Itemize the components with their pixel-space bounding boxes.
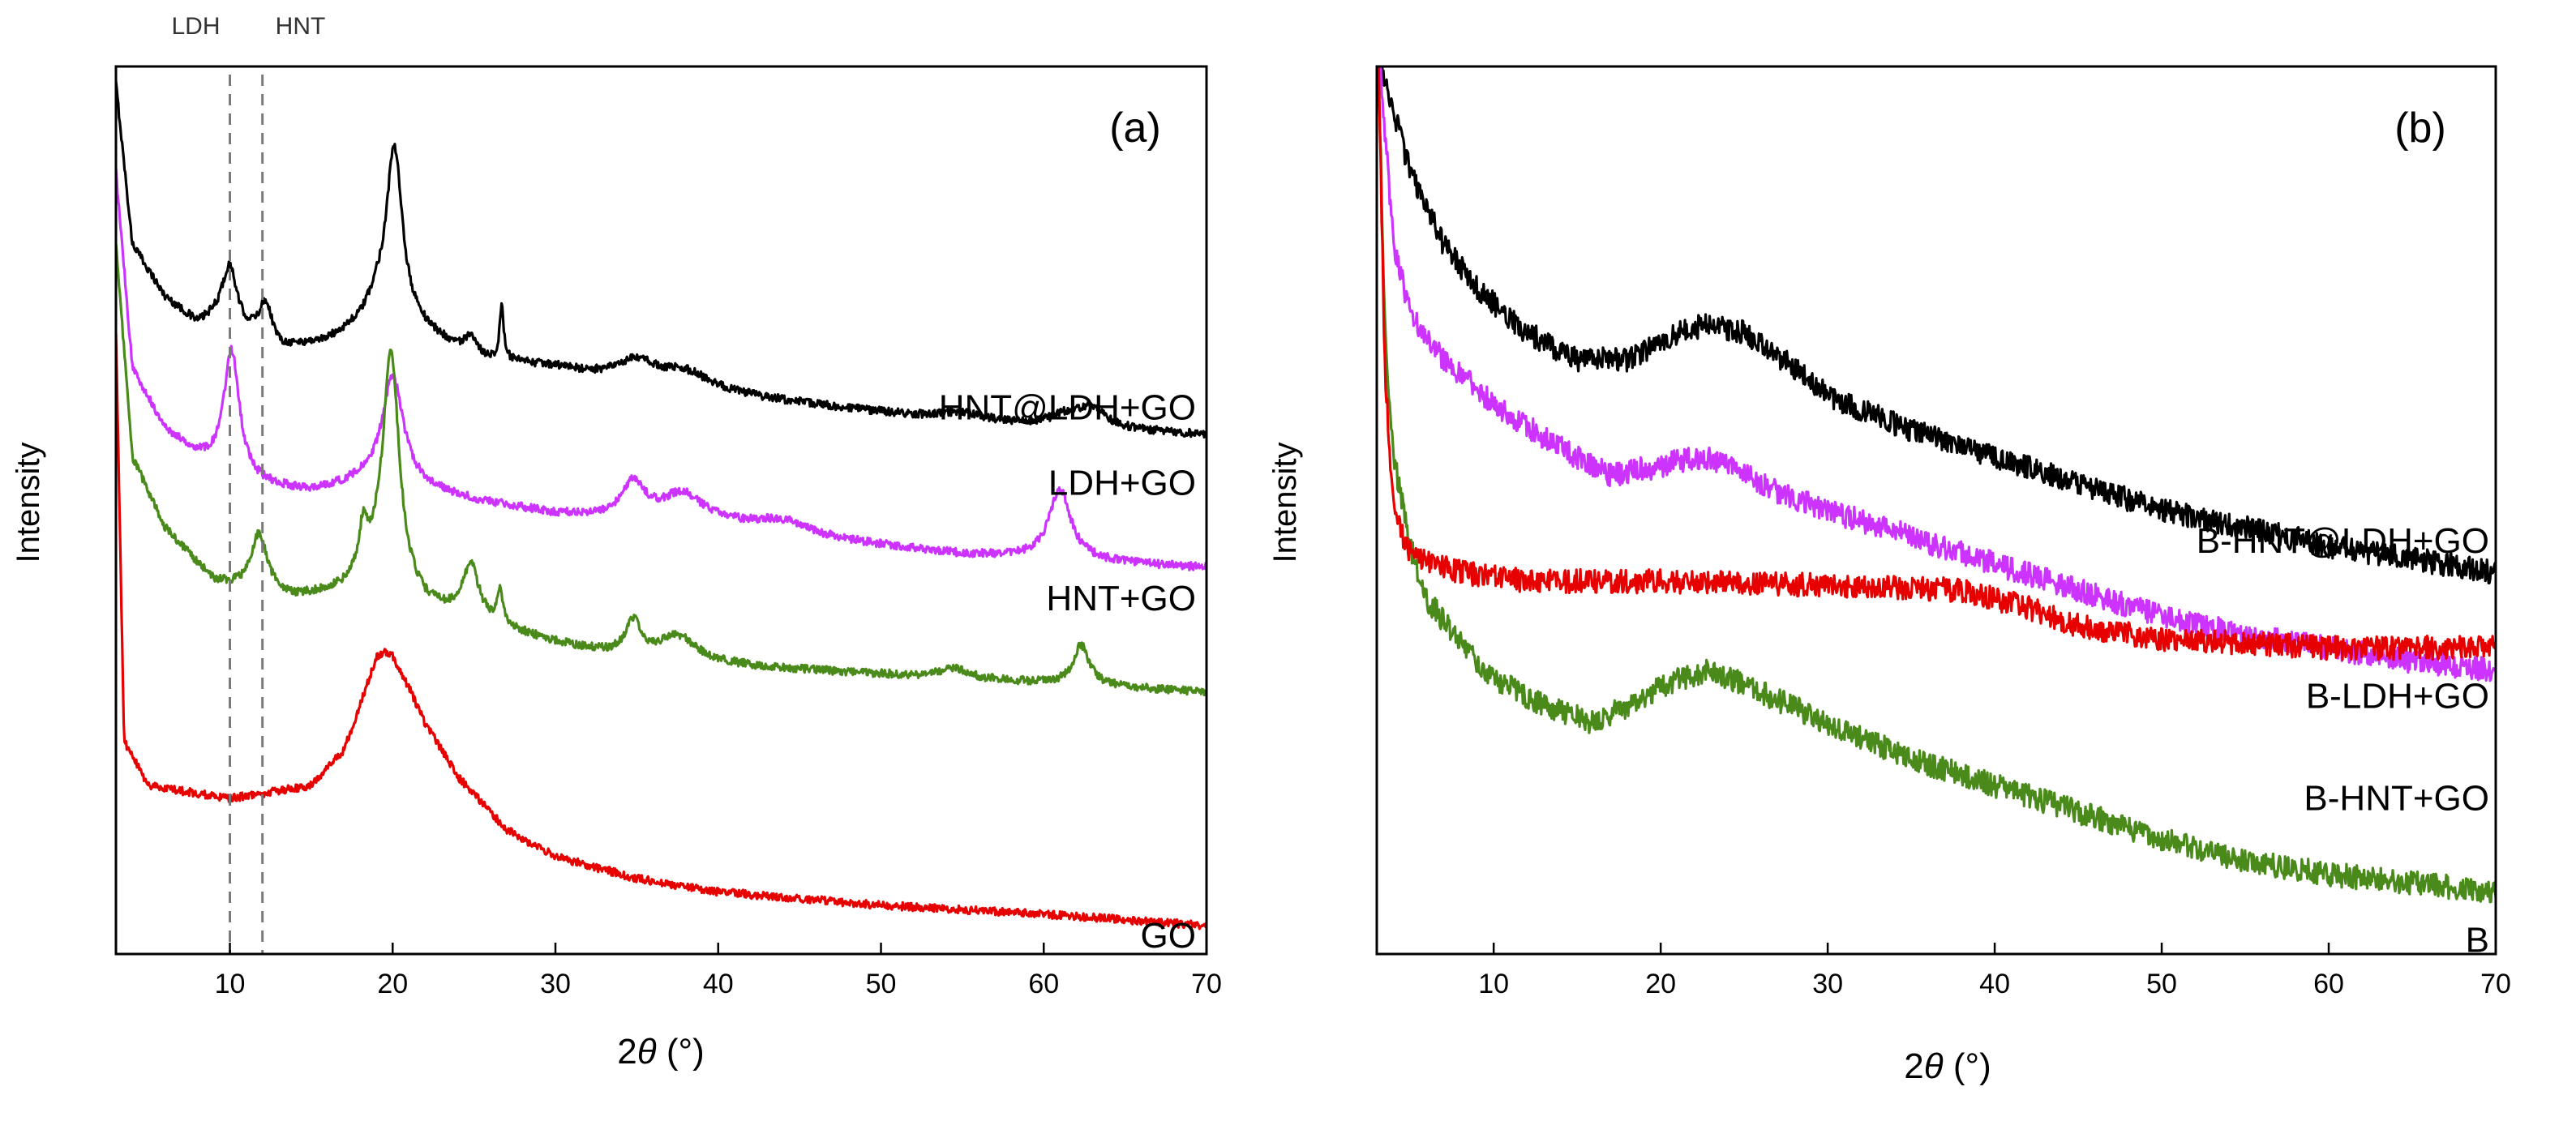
reference-label-ldh: LDH bbox=[172, 13, 221, 40]
panel-a: 10 20 30 40 50 60 70 HNT@LDH+GOLDH+GOHNT+GOGO … bbox=[11, 13, 1222, 1072]
panel-b-x-axis-label-prefix: 2 bbox=[1904, 1046, 1923, 1086]
panel-b-label: (b) bbox=[2394, 105, 2446, 152]
panel-a-x-ticks: 10 20 30 40 50 60 70 bbox=[215, 943, 1222, 999]
series-line-a-ldh-plus-go bbox=[116, 168, 1207, 571]
panel-a-y-axis-label: Intensity bbox=[11, 443, 46, 563]
panel-b: 10 20 30 40 50 60 70 B-HNT@LDH+GOB-LDH+GOB-HNT… bbox=[1267, 65, 2511, 1086]
x-tick-label-20: 20 bbox=[1645, 969, 1676, 999]
panel-a-x-axis-label-prefix: 2 bbox=[617, 1032, 636, 1072]
x-tick-label-40: 40 bbox=[703, 969, 734, 999]
panel-a-series bbox=[116, 80, 1207, 931]
panel-b-x-axis-label-unit: (°) bbox=[1944, 1046, 1991, 1086]
panel-b-x-ticks: 10 20 30 40 50 60 70 bbox=[1478, 943, 2511, 999]
x-tick-label-60: 60 bbox=[1028, 969, 1059, 999]
series-line-b-b-hnt-at-ldh-plus-go bbox=[1381, 66, 2496, 585]
x-tick-label-50: 50 bbox=[866, 969, 897, 999]
x-tick-label-10: 10 bbox=[215, 969, 246, 999]
panel-b-plot-frame bbox=[1375, 65, 2497, 956]
x-tick-label-60: 60 bbox=[2313, 969, 2344, 999]
panel-a-x-axis-label: 2θ (°) bbox=[617, 1032, 704, 1072]
series-label-b-b-hnt-at-ldh-plus-go: B-HNT@LDH+GO bbox=[2197, 521, 2489, 561]
series-label-a-ldh-plus-go: LDH+GO bbox=[1048, 464, 1196, 503]
x-tick-label-40: 40 bbox=[1979, 969, 2010, 999]
series-label-b-b-ldh-plus-go: B-LDH+GO bbox=[2306, 676, 2489, 716]
panel-a-label: (a) bbox=[1109, 105, 1161, 152]
reference-label-hnt: HNT bbox=[276, 13, 326, 40]
series-line-b-b-hnt-plus-go bbox=[1377, 72, 2496, 904]
x-tick-label-30: 30 bbox=[1812, 969, 1843, 999]
series-label-b-b: B bbox=[2466, 921, 2489, 960]
panel-a-series-labels: HNT@LDH+GO LDH+GO HNT+GO GO bbox=[939, 388, 1196, 956]
series-line-a-hnt-plus-go bbox=[116, 243, 1207, 697]
series-label-a-hnt-at-ldh-plus-go: HNT@LDH+GO bbox=[939, 388, 1196, 428]
panel-b-y-axis-label: Intensity bbox=[1267, 443, 1303, 563]
series-line-a-go bbox=[116, 333, 1207, 931]
panel-a-plot-frame bbox=[114, 65, 1208, 956]
x-tick-label-30: 30 bbox=[540, 969, 571, 999]
series-label-b-b-hnt-plus-go: B-HNT+GO bbox=[2304, 778, 2489, 818]
panel-b-x-axis-label-theta: θ bbox=[1924, 1046, 1944, 1086]
x-tick-label-70: 70 bbox=[2480, 969, 2511, 999]
series-label-a-go: GO bbox=[1141, 916, 1196, 956]
panel-b-series bbox=[1377, 66, 2496, 904]
series-line-b-b bbox=[1377, 66, 2496, 661]
panel-a-x-axis-label-unit: (°) bbox=[657, 1032, 705, 1072]
x-tick-label-20: 20 bbox=[377, 969, 408, 999]
panel-a-x-axis-label-theta: θ bbox=[637, 1032, 657, 1072]
x-tick-label-70: 70 bbox=[1191, 969, 1222, 999]
x-tick-label-50: 50 bbox=[2146, 969, 2177, 999]
series-line-a-hnt-at-ldh-plus-go bbox=[116, 80, 1207, 439]
panel-b-series-labels: B-HNT@LDH+GO B-LDH+GO B-HNT+GO B bbox=[2197, 521, 2489, 960]
panel-b-x-axis-label: 2θ (°) bbox=[1904, 1046, 1991, 1086]
series-label-a-hnt-plus-go: HNT+GO bbox=[1046, 579, 1196, 618]
panel-a-reference-lines bbox=[229, 75, 264, 954]
x-tick-label-10: 10 bbox=[1478, 969, 1509, 999]
